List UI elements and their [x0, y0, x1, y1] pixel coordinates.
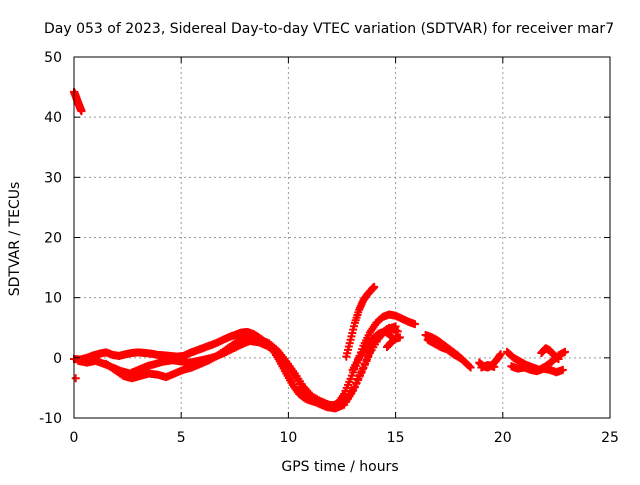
- series-track-d: [348, 327, 396, 374]
- data-point: [558, 365, 567, 374]
- data-point: [410, 320, 419, 329]
- y-axis-label: SDTVAR / TECUs: [7, 182, 23, 297]
- data-point: [490, 362, 499, 371]
- x-tick-label: 20: [494, 430, 512, 446]
- y-tick-label: 30: [44, 170, 62, 186]
- series-track-f: [423, 335, 464, 362]
- data-point: [466, 363, 475, 372]
- series-track-c: [102, 323, 402, 410]
- y-tick-label: -10: [39, 411, 62, 427]
- y-tick-label: 20: [44, 231, 62, 247]
- series-track-k: [537, 344, 563, 364]
- data-point: [560, 347, 569, 356]
- data-point: [77, 107, 86, 116]
- data-points: [70, 87, 569, 413]
- y-tick-label: 40: [44, 110, 62, 126]
- series-track-h: [477, 361, 499, 372]
- x-tick-label: 15: [387, 430, 405, 446]
- data-point: [359, 363, 368, 372]
- x-axis-label: GPS time / hours: [281, 459, 398, 475]
- y-tick-label: 50: [44, 50, 62, 66]
- data-point: [496, 350, 505, 359]
- data-point: [361, 359, 370, 368]
- series-outlier: [71, 374, 80, 383]
- x-tick-label: 5: [177, 430, 186, 446]
- data-point: [554, 355, 563, 364]
- data-point: [455, 353, 464, 362]
- data-point: [370, 282, 379, 291]
- chart-title: Day 053 of 2023, Sidereal Day-to-day VTE…: [44, 21, 614, 37]
- axis-ticks: 0 5 10 15 20 25 -10 0 10 20 30 40 50: [39, 50, 619, 446]
- data-point: [395, 333, 404, 342]
- y-tick-label: 10: [44, 291, 62, 307]
- data-point: [364, 351, 373, 360]
- data-point: [465, 362, 474, 371]
- series-rise-spike: [342, 282, 379, 361]
- y-tick-label: 0: [53, 351, 62, 367]
- data-point: [71, 374, 80, 383]
- x-tick-label: 10: [279, 430, 297, 446]
- data-point: [362, 355, 371, 364]
- x-tick-label: 25: [601, 430, 619, 446]
- series-track-j: [507, 362, 567, 377]
- series-post-15: [383, 333, 404, 352]
- x-tick-label: 0: [70, 430, 79, 446]
- series-early: [70, 87, 86, 116]
